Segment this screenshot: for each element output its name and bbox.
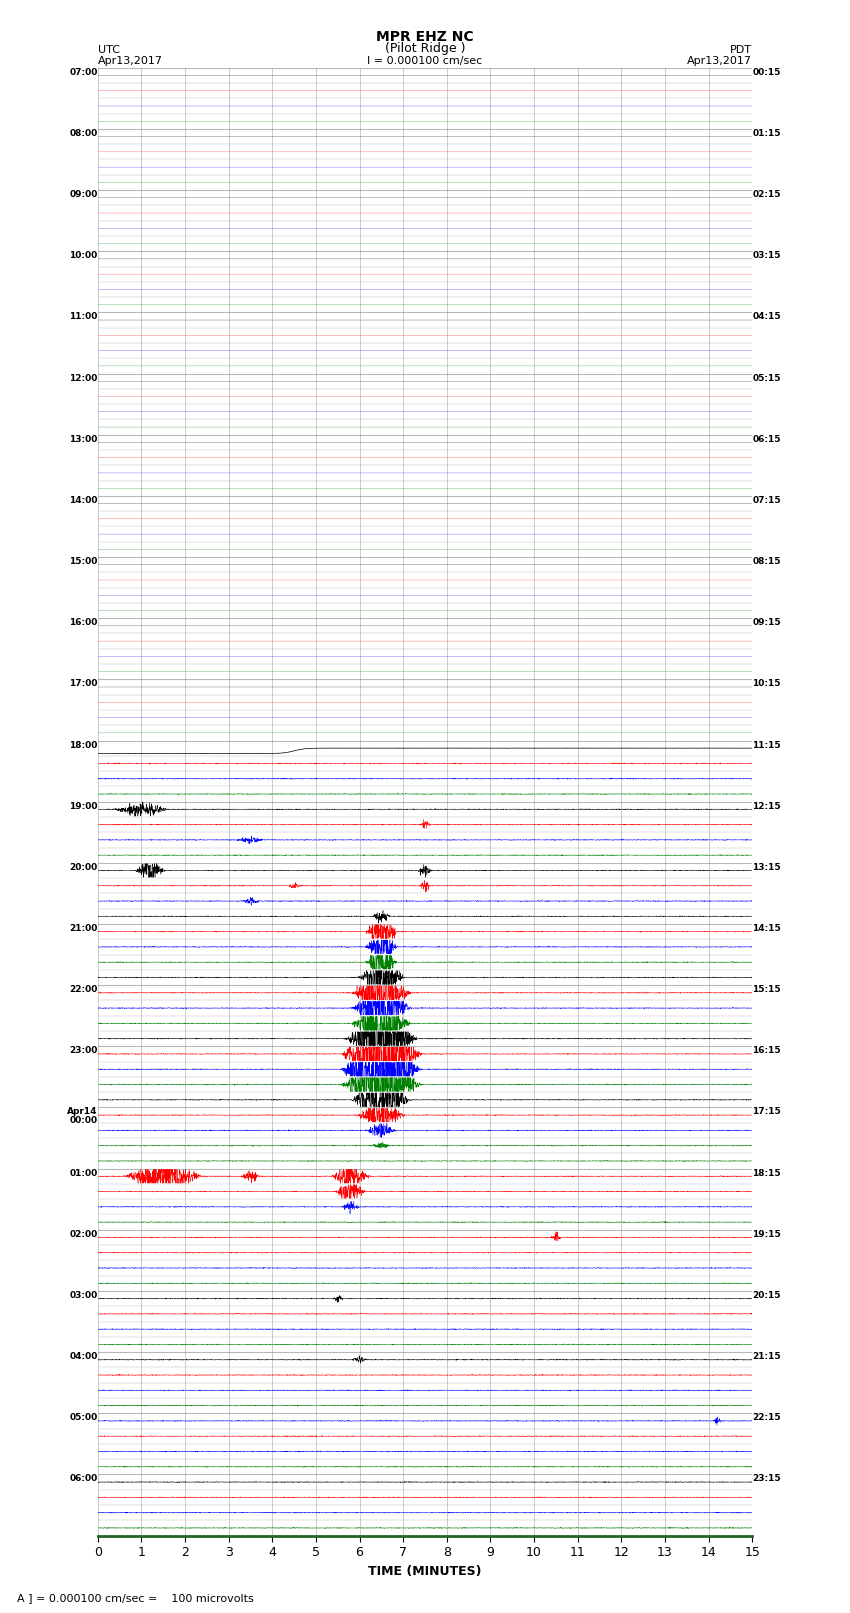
Text: 08:00: 08:00: [70, 129, 98, 137]
Text: 14:00: 14:00: [69, 495, 98, 505]
Text: 14:15: 14:15: [752, 924, 781, 932]
Text: 10:00: 10:00: [70, 252, 98, 260]
Text: 19:15: 19:15: [752, 1229, 781, 1239]
Text: 23:00: 23:00: [70, 1047, 98, 1055]
Text: 05:15: 05:15: [752, 374, 781, 382]
Text: 22:15: 22:15: [752, 1413, 781, 1423]
Text: 17:15: 17:15: [752, 1108, 781, 1116]
Text: 11:15: 11:15: [752, 740, 781, 750]
Text: 00:00: 00:00: [70, 1116, 98, 1124]
Text: 12:15: 12:15: [752, 802, 781, 811]
Text: 02:15: 02:15: [752, 190, 781, 198]
Text: (Pilot Ridge ): (Pilot Ridge ): [385, 42, 465, 55]
Text: 02:00: 02:00: [70, 1229, 98, 1239]
Text: 10:15: 10:15: [752, 679, 781, 689]
Text: 20:00: 20:00: [70, 863, 98, 871]
X-axis label: TIME (MINUTES): TIME (MINUTES): [368, 1565, 482, 1578]
Text: 00:15: 00:15: [752, 68, 780, 77]
Text: I = 0.000100 cm/sec: I = 0.000100 cm/sec: [367, 56, 483, 66]
Text: 22:00: 22:00: [70, 986, 98, 994]
Text: Apr14: Apr14: [67, 1107, 98, 1116]
Text: 01:15: 01:15: [752, 129, 781, 137]
Text: 15:00: 15:00: [70, 556, 98, 566]
Text: 13:15: 13:15: [752, 863, 781, 871]
Text: 06:00: 06:00: [70, 1474, 98, 1484]
Text: A ] = 0.000100 cm/sec =    100 microvolts: A ] = 0.000100 cm/sec = 100 microvolts: [17, 1594, 254, 1603]
Text: 20:15: 20:15: [752, 1290, 781, 1300]
Text: 03:15: 03:15: [752, 252, 781, 260]
Text: 16:00: 16:00: [70, 618, 98, 627]
Text: 18:15: 18:15: [752, 1168, 781, 1177]
Text: 08:15: 08:15: [752, 556, 781, 566]
Text: MPR EHZ NC: MPR EHZ NC: [377, 29, 473, 44]
Text: 05:00: 05:00: [70, 1413, 98, 1423]
Text: 23:15: 23:15: [752, 1474, 781, 1484]
Text: PDT: PDT: [730, 45, 752, 55]
Text: 06:15: 06:15: [752, 436, 781, 444]
Text: 18:00: 18:00: [70, 740, 98, 750]
Text: 09:15: 09:15: [752, 618, 781, 627]
Text: 04:15: 04:15: [752, 313, 781, 321]
Text: 16:15: 16:15: [752, 1047, 781, 1055]
Text: 04:00: 04:00: [70, 1352, 98, 1361]
Text: Apr13,2017: Apr13,2017: [98, 56, 162, 66]
Text: UTC: UTC: [98, 45, 120, 55]
Text: 07:15: 07:15: [752, 495, 781, 505]
Text: 19:00: 19:00: [69, 802, 98, 811]
Text: 15:15: 15:15: [752, 986, 781, 994]
Text: 21:15: 21:15: [752, 1352, 781, 1361]
Text: 07:00: 07:00: [70, 68, 98, 77]
Text: 09:00: 09:00: [70, 190, 98, 198]
Text: Apr13,2017: Apr13,2017: [688, 56, 752, 66]
Text: 17:00: 17:00: [69, 679, 98, 689]
Text: 21:00: 21:00: [70, 924, 98, 932]
Text: 13:00: 13:00: [70, 436, 98, 444]
Text: 03:00: 03:00: [70, 1290, 98, 1300]
Text: 12:00: 12:00: [70, 374, 98, 382]
Text: 11:00: 11:00: [70, 313, 98, 321]
Text: 01:00: 01:00: [70, 1168, 98, 1177]
